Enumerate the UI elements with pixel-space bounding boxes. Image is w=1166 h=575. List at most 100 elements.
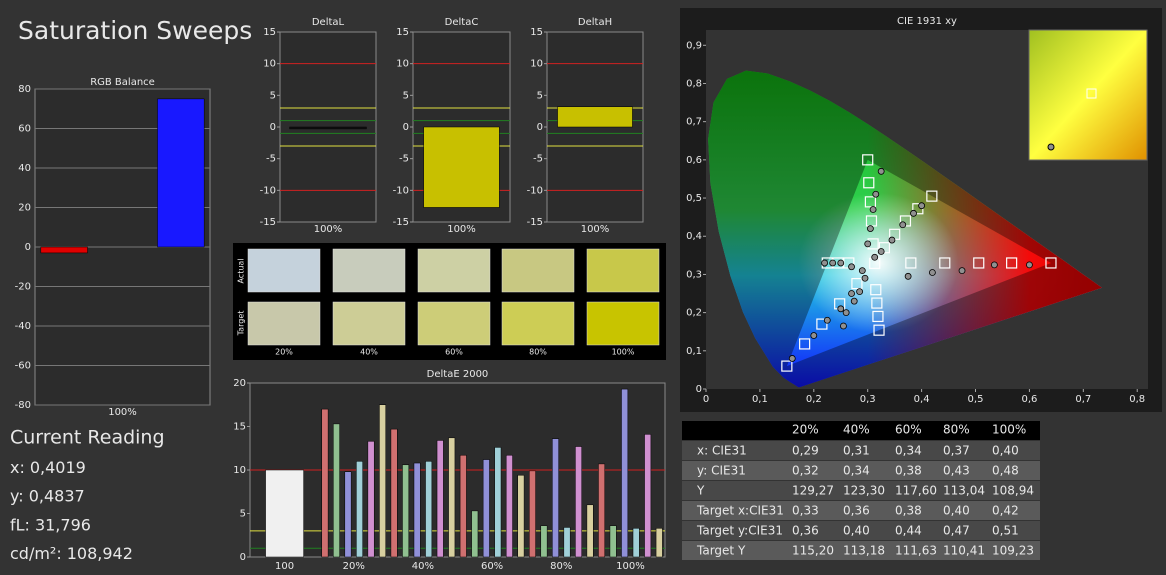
measured-point [904,272,912,280]
measured-point [861,274,869,282]
measured-point [888,236,896,244]
table-row-label: Target Y [696,544,746,558]
bar [265,469,304,558]
inset-marker [1047,143,1055,151]
x-tick-label: 0,1 [752,394,768,405]
measured-point [918,202,926,210]
target-point [905,257,917,269]
y-tick-label: -80 [15,400,31,411]
reading-value: 31,796 [35,515,91,534]
table-row-label: Target y:CIE31 [696,524,783,538]
y-tick-label: 0,3 [686,269,702,280]
y-tick-label: -10 [260,185,276,196]
y-tick-label: 5 [403,90,409,101]
reading-label: y: [10,486,24,505]
table-row [682,541,1040,560]
swatch [247,301,321,346]
x-tick-label: 100% [314,224,343,235]
target-point [926,190,938,202]
table-cell: 0,29 [792,444,819,458]
measured-point [848,263,855,271]
x-tick-label: 100% [616,561,645,572]
bar [586,504,594,558]
table-column-header: 40% [843,423,870,437]
table-cell: 113,18 [843,544,885,558]
y-tick-label: 15 [233,422,246,433]
swatch [501,248,575,293]
reading-label: cd/m²: [10,544,62,563]
table-row-label: x: CIE31 [697,444,747,458]
bar [471,510,479,558]
white-glow [798,192,959,333]
measured-point [810,332,818,339]
swatch-label: 80% [529,348,547,357]
table-cell: 111,63 [895,544,937,558]
y-tick-label: 20 [233,378,246,389]
target-point [862,154,874,166]
y-tick-label: -40 [15,321,31,332]
outside-gamut-shade [708,70,1102,388]
y-tick-label: -15 [260,217,276,228]
table-cell: 0,32 [792,464,819,478]
table-cell: 0,42 [992,504,1019,518]
measured-point [840,322,847,330]
y-tick-label: -20 [15,282,31,293]
table-cell: 0,38 [895,504,922,518]
bar [379,404,386,558]
row-label: Actual [237,258,246,283]
y-tick-label: -5 [399,154,409,165]
table-row [682,461,1040,480]
y-tick-label: -10 [393,185,409,196]
row-label: Target [237,311,246,337]
table-cell: 0,36 [843,504,870,518]
table-cell: 0,48 [992,464,1019,478]
bar [482,459,490,558]
bar [436,440,444,558]
table-cell: 0,38 [895,464,922,478]
measured-point [837,305,845,313]
y-tick-label: 0,8 [686,78,702,89]
y-tick-label: 10 [233,465,246,476]
table-row-label: Y [696,484,705,498]
target-point [878,242,891,254]
table-cell: 0,31 [843,444,870,458]
swatch-label: 60% [445,348,463,357]
table-cell: 129,27 [792,484,834,498]
y-tick-label: 5 [537,90,543,101]
y-tick-label: 0 [403,122,409,133]
table-column-header: 60% [895,423,922,437]
target-point [799,338,811,350]
table-cell: 0,40 [843,524,870,538]
bar [157,98,205,248]
bar [505,454,513,558]
y-tick-label: 0,2 [686,308,702,319]
measured-point [858,267,866,275]
y-tick-label: 0,4 [686,231,702,242]
bar [632,528,640,558]
x-tick-label: 0,6 [1021,394,1037,405]
table-cell: 0,36 [792,524,819,538]
y-tick-label: 0 [537,122,543,133]
x-tick-label: 60% [481,561,503,572]
table-cell: 123,30 [843,484,885,498]
table-row [682,481,1040,500]
bar [517,474,525,558]
measured-point [867,225,874,232]
table-row-label: Target x:CIE31 [696,504,784,518]
x-tick-label: 100% [447,224,476,235]
y-tick-label: 20 [18,203,31,214]
measured-point [910,209,917,217]
target-point [1006,257,1018,269]
target-point [863,177,875,189]
y-tick-label: 0,5 [686,193,702,204]
x-tick-label: 100 [275,561,294,572]
bar [413,462,421,558]
swatch [586,301,660,346]
target-point [864,196,877,208]
bar [459,454,467,558]
reading-value: 0,4019 [30,458,86,477]
measured-point [877,167,885,175]
bar [425,461,433,558]
reading-line: y: 0,4837 [10,486,85,505]
